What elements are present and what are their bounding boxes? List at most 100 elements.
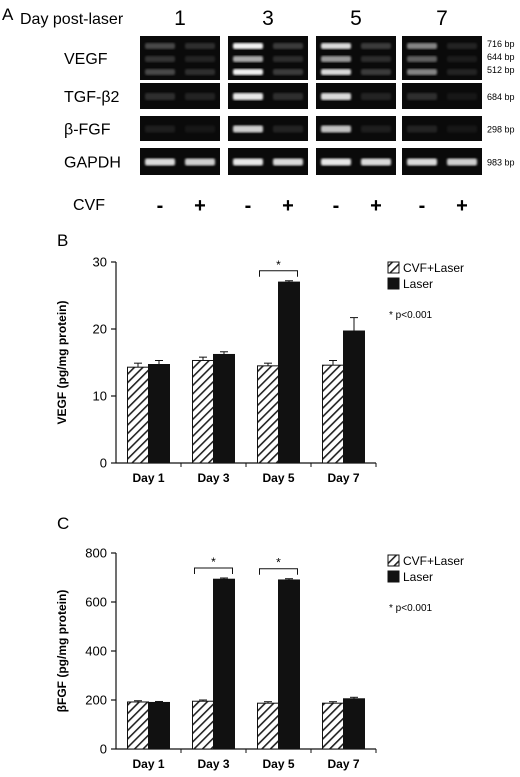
- gel-band: [407, 158, 437, 166]
- band-size-label: 716 bp: [487, 39, 515, 49]
- significance-bracket: [259, 270, 298, 277]
- gel-band: [361, 43, 391, 49]
- gel-band: [447, 56, 477, 62]
- treatment-minus-sign: -: [419, 195, 426, 217]
- significance-bracket: [259, 568, 298, 575]
- treatment-plus-sign: +: [456, 195, 468, 217]
- gel-band: [407, 56, 437, 62]
- bar-cvf-laser: [192, 359, 214, 464]
- y-tick-label: 0: [100, 456, 107, 471]
- day-header-label: Day post-laser: [20, 11, 124, 28]
- gel-band: [145, 69, 175, 75]
- y-tick-label: 200: [85, 693, 107, 708]
- y-tick-label: 600: [85, 595, 107, 610]
- gel-band: [361, 69, 391, 75]
- gene-label: GAPDH: [64, 155, 121, 172]
- day-number-3: 3: [262, 7, 274, 30]
- treatment-plus-sign: +: [194, 195, 206, 217]
- y-tick-label: 30: [93, 255, 107, 270]
- bar-cvf-laser: [257, 702, 279, 750]
- gel-band: [185, 43, 215, 49]
- x-tick-label: Day 1: [132, 757, 164, 771]
- panel-c-letter: C: [57, 514, 69, 533]
- y-tick-label: 20: [93, 322, 107, 337]
- treatment-label: CVF: [73, 197, 105, 214]
- gel-band: [407, 93, 437, 100]
- gel-band: [321, 56, 351, 62]
- y-tick-label: 10: [93, 389, 107, 404]
- gel-band: [361, 125, 391, 133]
- bar-cvf-laser: [322, 364, 344, 464]
- treatment-plus-sign: +: [370, 195, 382, 217]
- bar-cvf-laser: [127, 701, 149, 750]
- gel-row--fgf: β-FGF 298 bp: [64, 116, 515, 141]
- bar-laser: [148, 364, 170, 464]
- gel-band: [407, 43, 437, 49]
- gel-band: [233, 43, 263, 49]
- gel-row-vegf: VEGF 716 bp 644 bp 512 bp: [64, 36, 515, 80]
- gel-band: [145, 56, 175, 62]
- significance-note: * p<0.001: [389, 603, 433, 614]
- panel-a-gel: A Day post-laser 1 3 5 7 VEGF 716 bp 644 bp 51…: [2, 5, 515, 217]
- y-tick-label: 0: [100, 742, 107, 757]
- gel-band: [361, 158, 391, 166]
- x-tick-label: Day 5: [262, 757, 294, 771]
- gel-band: [273, 158, 303, 166]
- significance-star: *: [276, 258, 281, 272]
- legend-label: Laser: [403, 277, 433, 291]
- band-size-label: 983 bp: [487, 158, 515, 168]
- gel-band: [185, 56, 215, 62]
- day-number-5: 5: [350, 7, 362, 30]
- treatment-plus-sign: +: [282, 195, 294, 217]
- gel-band: [273, 69, 303, 75]
- gel-band: [447, 93, 477, 100]
- bar-laser: [148, 701, 170, 750]
- legend-swatch: [387, 570, 400, 583]
- gene-label: β-FGF: [64, 122, 111, 139]
- band-size-label: 644 bp: [487, 52, 515, 62]
- gel-band: [185, 158, 215, 166]
- panel-a-letter: A: [2, 5, 14, 24]
- legend-swatch: [387, 261, 400, 274]
- legend-swatch: [387, 554, 400, 567]
- gel-band: [273, 93, 303, 100]
- gel-band: [361, 93, 391, 100]
- legend-label: Laser: [403, 570, 433, 584]
- panel-b-letter: B: [57, 231, 68, 250]
- gel-band: [361, 56, 391, 62]
- x-tick-label: Day 7: [327, 471, 359, 485]
- y-tick-label: 400: [85, 644, 107, 659]
- significance-note: * p<0.001: [389, 310, 433, 321]
- legend-swatch: [387, 277, 400, 290]
- chart-c: 0 200 400 600 800 βFGF (pg/mg protein) Day 1 Da…: [55, 546, 464, 772]
- bar-laser: [213, 578, 235, 750]
- x-tick-label: Day 3: [197, 471, 229, 485]
- legend-label: CVF+Laser: [403, 554, 464, 568]
- x-tick-label: Day 3: [197, 757, 229, 771]
- gene-label: VEGF: [64, 51, 108, 68]
- gel-band: [233, 158, 263, 166]
- x-tick-label: Day 1: [132, 471, 164, 485]
- gel-band: [145, 125, 175, 133]
- gel-band: [185, 69, 215, 75]
- gel-band: [447, 125, 477, 133]
- bar-laser: [278, 579, 300, 750]
- gel-band: [447, 69, 477, 75]
- x-tick-label: Day 7: [327, 757, 359, 771]
- legend-label: CVF+Laser: [403, 261, 464, 275]
- significance-star: *: [211, 555, 216, 569]
- gel-band: [321, 158, 351, 166]
- band-size-label: 512 bp: [487, 65, 515, 75]
- gel-band: [321, 43, 351, 49]
- x-tick-label: Day 5: [262, 471, 294, 485]
- gel-band: [233, 56, 263, 62]
- y-axis-label: βFGF (pg/mg protein): [55, 590, 69, 713]
- significance-star: *: [276, 556, 281, 570]
- treatment-minus-sign: -: [245, 195, 252, 217]
- gel-band: [145, 43, 175, 49]
- treatment-minus-sign: -: [157, 195, 164, 217]
- gel-band: [145, 93, 175, 100]
- day-number-1: 1: [174, 7, 186, 30]
- bar-cvf-laser: [257, 365, 279, 464]
